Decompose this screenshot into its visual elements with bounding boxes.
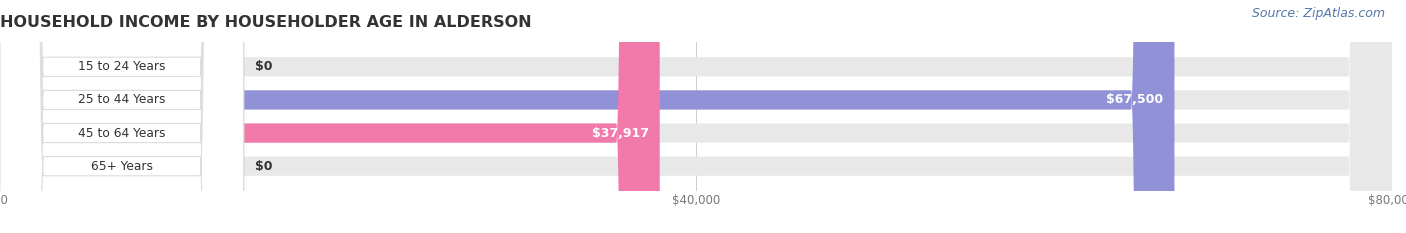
FancyBboxPatch shape — [0, 0, 243, 233]
Text: 65+ Years: 65+ Years — [91, 160, 153, 173]
Text: 25 to 44 Years: 25 to 44 Years — [79, 93, 166, 106]
FancyBboxPatch shape — [0, 0, 1174, 233]
Text: Source: ZipAtlas.com: Source: ZipAtlas.com — [1251, 7, 1385, 20]
Text: 15 to 24 Years: 15 to 24 Years — [79, 60, 166, 73]
Text: 45 to 64 Years: 45 to 64 Years — [79, 127, 166, 140]
FancyBboxPatch shape — [0, 0, 243, 233]
Text: $0: $0 — [254, 160, 273, 173]
Text: $67,500: $67,500 — [1107, 93, 1163, 106]
Text: HOUSEHOLD INCOME BY HOUSEHOLDER AGE IN ALDERSON: HOUSEHOLD INCOME BY HOUSEHOLDER AGE IN A… — [0, 15, 531, 30]
Text: $37,917: $37,917 — [592, 127, 648, 140]
FancyBboxPatch shape — [0, 0, 659, 233]
FancyBboxPatch shape — [0, 0, 243, 233]
FancyBboxPatch shape — [0, 0, 243, 233]
Text: $0: $0 — [254, 60, 273, 73]
